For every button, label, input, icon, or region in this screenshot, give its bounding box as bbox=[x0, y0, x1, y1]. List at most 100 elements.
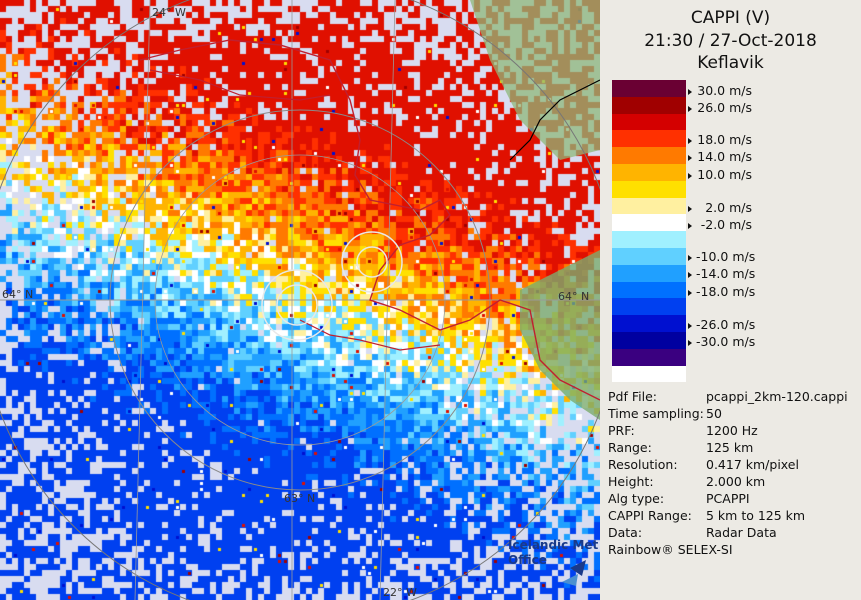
info-value: 2.000 km bbox=[706, 474, 766, 489]
legend-value: 30.0 m/s bbox=[697, 83, 752, 98]
legend-value: 18.0 m/s bbox=[697, 132, 752, 147]
legend-label: -26.0 m/s bbox=[688, 317, 756, 332]
legend-label: 2.0 m/s bbox=[688, 200, 752, 215]
info-row: Height: 2.000 km bbox=[608, 473, 848, 490]
lat-label-bottom: 63° N bbox=[284, 492, 316, 505]
info-value: 125 km bbox=[706, 440, 754, 455]
legend-value: 26.0 m/s bbox=[697, 100, 752, 115]
legend-value: -2.0 m/s bbox=[700, 217, 752, 232]
legend-swatch bbox=[612, 348, 686, 366]
legend-label: 18.0 m/s bbox=[688, 132, 752, 147]
legend-value: 14.0 m/s bbox=[697, 149, 752, 164]
info-value: PCAPPI bbox=[706, 491, 750, 506]
legend-label: 10.0 m/s bbox=[688, 167, 752, 182]
legend-swatch bbox=[612, 147, 686, 164]
info-value: Radar Data bbox=[706, 525, 777, 540]
info-key: Height: bbox=[608, 474, 654, 489]
legend-tick-icon bbox=[688, 254, 692, 261]
airport-ring-1 bbox=[341, 231, 403, 293]
legend-swatch bbox=[612, 298, 686, 316]
info-value: 50 bbox=[706, 406, 722, 421]
info-value: 5 km to 125 km bbox=[706, 508, 806, 523]
legend-swatch bbox=[612, 113, 686, 131]
legend-label: -30.0 m/s bbox=[688, 334, 755, 349]
footer-credit: Rainbow® SELEX-SI bbox=[608, 542, 733, 557]
info-row: Time sampling: 50 bbox=[608, 405, 848, 422]
datetime-title: 21:30 / 27-Oct-2018 bbox=[644, 31, 817, 51]
legend-label: -14.0 m/s bbox=[688, 266, 756, 281]
legend-label: -2.0 m/s bbox=[688, 217, 752, 232]
legend-label: -10.0 m/s bbox=[688, 249, 755, 264]
legend-label: -18.0 m/s bbox=[688, 284, 756, 299]
legend-tick-icon bbox=[688, 289, 692, 296]
info-key: CAPPI Range: bbox=[608, 508, 692, 523]
product-title: CAPPI (V) bbox=[690, 8, 771, 28]
land-area-east bbox=[520, 250, 600, 420]
lon-line-west bbox=[134, 0, 151, 600]
info-row: Data: Radar Data bbox=[608, 524, 848, 541]
coastline-south bbox=[299, 319, 441, 351]
metadata-table: Pdf File: pcappi_2km-120.cappi Time sampli… bbox=[608, 388, 848, 541]
legend-value: 2.0 m/s bbox=[705, 200, 752, 215]
radar-map[interactable]: 24° W 22° W 64° N 64° N 63° N Icelandic … bbox=[0, 0, 600, 600]
legend-swatch bbox=[612, 96, 686, 114]
legend-swatch bbox=[612, 315, 686, 332]
legend-swatch bbox=[612, 197, 686, 215]
legend-value: -18.0 m/s bbox=[696, 284, 756, 299]
logo-text: Icelandic Met Office bbox=[508, 538, 598, 568]
legend-swatch bbox=[612, 80, 686, 97]
coastline bbox=[139, 39, 600, 401]
info-row: Alg type: PCAPPI bbox=[608, 490, 848, 507]
map-overlay bbox=[0, 0, 600, 600]
info-key: Range: bbox=[608, 440, 652, 455]
lon-label-bottom: 22° W bbox=[383, 586, 417, 599]
legend-tick-icon bbox=[688, 105, 692, 112]
legend-value: -26.0 m/s bbox=[696, 317, 756, 332]
info-key: Alg type: bbox=[608, 491, 665, 506]
radar-site-ring-1 bbox=[261, 269, 333, 341]
lon-line-east bbox=[379, 0, 396, 600]
lon-label-top: 24° W bbox=[152, 6, 186, 19]
info-row: PRF: 1200 Hz bbox=[608, 422, 848, 439]
lat-label-right: 64° N bbox=[558, 290, 590, 303]
legend-swatch bbox=[612, 214, 686, 232]
legend-tick-icon bbox=[688, 322, 692, 329]
legend-label: 26.0 m/s bbox=[688, 100, 752, 115]
info-row: Pdf File: pcappi_2km-120.cappi bbox=[608, 388, 848, 405]
legend-tick-icon bbox=[688, 222, 692, 229]
legend-tick-icon bbox=[688, 271, 692, 278]
info-value: 0.417 km/pixel bbox=[706, 457, 799, 472]
legend-tick-icon bbox=[688, 339, 692, 346]
legend-tick-icon bbox=[688, 88, 692, 95]
legend-swatch bbox=[612, 180, 686, 198]
legend-swatch bbox=[612, 264, 686, 282]
info-value: 1200 Hz bbox=[706, 423, 758, 438]
land-area-north bbox=[470, 0, 600, 160]
legend-tick-icon bbox=[688, 154, 692, 161]
legend-value: 10.0 m/s bbox=[697, 167, 752, 182]
legend-label: 14.0 m/s bbox=[688, 149, 752, 164]
info-row: Range: 125 km bbox=[608, 439, 848, 456]
info-key: Resolution: bbox=[608, 457, 678, 472]
info-panel: CAPPI (V) 21:30 / 27-Oct-2018 Keflavik 3… bbox=[600, 0, 861, 600]
legend-label: 30.0 m/s bbox=[688, 83, 752, 98]
legend-tick-icon bbox=[688, 172, 692, 179]
logo-line-2: Office bbox=[508, 553, 547, 567]
legend-swatch bbox=[612, 231, 686, 248]
site-title: Keflavik bbox=[697, 53, 764, 73]
legend-swatch bbox=[612, 365, 686, 383]
legend-swatch bbox=[612, 164, 686, 181]
info-key: Time sampling: bbox=[608, 406, 704, 421]
legend-value: -14.0 m/s bbox=[696, 266, 756, 281]
legend-swatch bbox=[612, 248, 686, 265]
land-border bbox=[509, 79, 600, 161]
info-row: Resolution: 0.417 km/pixel bbox=[608, 456, 848, 473]
radar-site-ring-2 bbox=[276, 284, 318, 326]
legend-swatch bbox=[612, 130, 686, 148]
info-key: Pdf File: bbox=[608, 389, 657, 404]
legend-tick-icon bbox=[688, 205, 692, 212]
info-key: Data: bbox=[608, 525, 643, 540]
coastline-peninsula bbox=[149, 69, 331, 101]
logo-line-1: Icelandic Met bbox=[508, 538, 599, 552]
imo-logo: Icelandic Met Office bbox=[508, 538, 598, 588]
